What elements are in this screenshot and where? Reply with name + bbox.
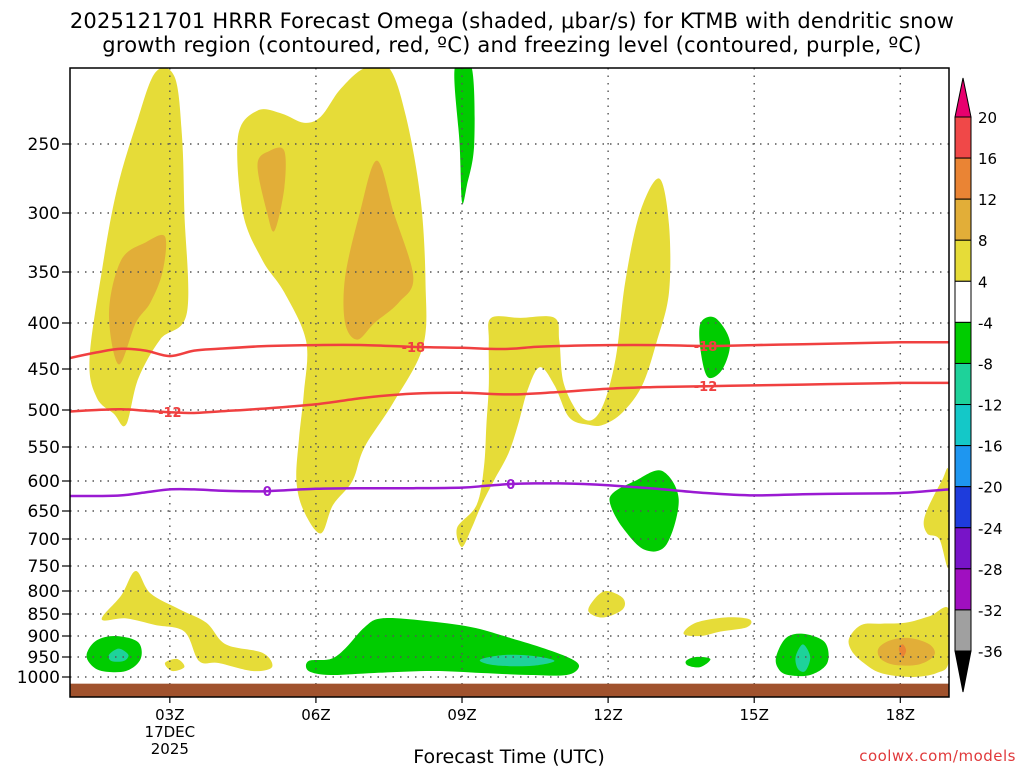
y-tick-label-400: 400 — [28, 314, 60, 334]
colorbar-label-0: 20 — [978, 109, 997, 127]
x-tick-label-15Z: 15Z — [740, 706, 769, 724]
omega-region-yellow-1045z — [588, 590, 626, 618]
omega-region-green-1230z — [609, 470, 679, 552]
contour-label--12-0: -12 — [158, 406, 182, 421]
credit-link[interactable]: coolwx.com/models — [859, 747, 1016, 765]
y-tick-label-1000: 1000 — [17, 668, 60, 688]
colorbar-label-11: -28 — [978, 561, 1003, 579]
title-line-2: growth region (contoured, red, ºC) and f… — [102, 33, 922, 57]
title-line-1: 2025121701 HRRR Forecast Omega (shaded, … — [69, 9, 955, 33]
colorbar-bottom-arrow — [954, 650, 972, 693]
colorbar-label-9: -20 — [978, 479, 1003, 497]
y-tick-label-900: 900 — [28, 627, 60, 647]
omega-region-green-low-main — [305, 618, 580, 676]
x-tick-label-18Z: 18Z — [886, 706, 915, 724]
plot-frame — [69, 67, 950, 698]
y-tick-label-600: 600 — [28, 472, 60, 492]
colorbar-band-3 — [954, 239, 972, 282]
colorbar-label-6: -8 — [978, 355, 993, 373]
y-tick-label-700: 700 — [28, 530, 60, 550]
colorbar-band-2 — [954, 198, 972, 241]
colorbar-label-10: -24 — [978, 520, 1003, 538]
colorbar-band-10 — [954, 527, 972, 570]
x-axis-title: Forecast Time (UTC) — [413, 746, 605, 768]
omega-region-yellow-1845z-mid — [923, 468, 949, 569]
y-tick-label-500: 500 — [28, 401, 60, 421]
contour-label--18-0: -18 — [402, 341, 426, 356]
x-date-label-1: 2025 — [151, 740, 189, 758]
colorbar-band-1 — [954, 157, 972, 200]
y-tick-label-850: 850 — [28, 605, 60, 625]
y-tick-label-300: 300 — [28, 204, 60, 224]
colorbar-label-3: 8 — [978, 232, 988, 250]
colorbar-band-9 — [954, 486, 972, 529]
colorbar-label-5: -4 — [978, 314, 993, 332]
colorbar-label-13: -36 — [978, 643, 1003, 661]
omega-region-green-14z — [699, 316, 731, 379]
plot-area: -18 -18 -12 -12 0 0 — [70, 68, 949, 697]
omega-region-mid-column-inner-0 — [257, 147, 286, 232]
omega-region-upper-left-inner-0 — [108, 234, 167, 365]
omega-region-mid-column-inner-1 — [343, 160, 414, 340]
y-tick-label-250: 250 — [28, 135, 60, 155]
colorbar-label-4: 4 — [978, 273, 988, 291]
y-tick-label-450: 450 — [28, 360, 60, 380]
y-tick-label-800: 800 — [28, 582, 60, 602]
x-tick-label-03Z: 03Z — [155, 706, 184, 724]
omega-region-yellow-01-05z-low — [101, 570, 273, 672]
omega-region-green-16z-inner-0 — [795, 644, 811, 672]
omega-region-right-column — [456, 178, 671, 548]
y-tick-label-350: 350 — [28, 263, 60, 283]
colorbar-band-8 — [954, 445, 972, 488]
omega-region-yellow-0255z-small — [164, 658, 185, 672]
colorbar-band-7 — [954, 404, 972, 447]
colorbar-label-12: -32 — [978, 602, 1003, 620]
y-tick-label-950: 950 — [28, 648, 60, 668]
omega-region-yellow-18z-low-inner-0 — [877, 637, 935, 666]
y-tick-label-750: 750 — [28, 557, 60, 577]
colorbar-label-8: -16 — [978, 438, 1003, 456]
contour-label-0-0: 0 — [263, 485, 272, 500]
colorbar-label-2: 12 — [978, 191, 997, 209]
omega-region-green-0210z-inner-0 — [108, 648, 129, 662]
colorbar-label-7: -12 — [978, 397, 1003, 415]
x-tick-label-06Z: 06Z — [301, 706, 330, 724]
contour-label-0-1: 0 — [506, 478, 515, 493]
colorbar-band-6 — [954, 362, 972, 406]
omega-region-green-top-09z — [454, 68, 475, 204]
colorbar-top-arrow — [954, 77, 972, 118]
x-date-label-0: 17DEC — [145, 723, 196, 741]
omega-region-green-1415z-small — [685, 656, 711, 668]
contour--12 — [70, 381, 949, 415]
y-tick-label-550: 550 — [28, 438, 60, 458]
y-tick-label-650: 650 — [28, 502, 60, 522]
terrain-strip — [70, 683, 949, 697]
contour-label--12-1: -12 — [694, 380, 718, 395]
contour-label--18-1: -18 — [694, 340, 718, 355]
x-tick-label-09Z: 09Z — [447, 706, 476, 724]
colorbar-band-5 — [954, 321, 972, 364]
colorbar-band-4 — [954, 280, 972, 323]
x-tick-label-12Z: 12Z — [593, 706, 622, 724]
contour--18 — [70, 341, 949, 360]
colorbar-band-0 — [954, 116, 972, 159]
omega-region-yellow-13z-low — [683, 617, 752, 637]
colorbar-band-11 — [954, 568, 972, 611]
colorbar-band-12 — [954, 609, 972, 652]
colorbar-label-1: 16 — [978, 150, 997, 168]
contour-0 — [70, 482, 949, 498]
